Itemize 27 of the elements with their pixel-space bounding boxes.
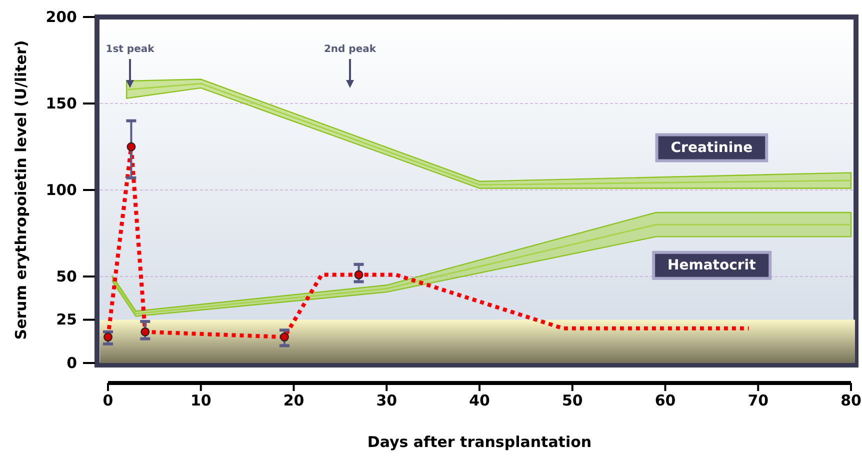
- point: [104, 332, 112, 342]
- x-tick-label: 30: [376, 392, 398, 410]
- point: [126, 142, 136, 152]
- x-tick-label: 60: [654, 392, 676, 410]
- y-tick-label: 100: [46, 180, 77, 199]
- series-name-tag: Creatinine: [655, 133, 768, 162]
- x-tick-label: 0: [102, 392, 114, 410]
- x-tick-label: 70: [748, 392, 769, 410]
- y-tick-label: 200: [46, 8, 77, 26]
- point: [280, 332, 289, 342]
- series-name-tag: Hematocrit: [652, 250, 772, 280]
- point: [354, 270, 364, 280]
- y-tick-label: 150: [46, 94, 77, 112]
- y-tick-label: 25: [56, 310, 77, 329]
- y-tick-label: 0: [66, 354, 77, 372]
- y-tick-label: 50: [56, 267, 77, 286]
- annotation: 1st peak: [106, 44, 155, 55]
- x-axis-title: Days after transplantation: [367, 433, 592, 451]
- x-tick-label: 50: [562, 392, 583, 410]
- x-tick-label: 10: [190, 392, 212, 410]
- series-label: Creatinine: [670, 140, 753, 156]
- annotation: 2nd peak: [324, 44, 376, 55]
- y-axis-title: Serum erythropoietin level (U/liter): [12, 40, 30, 340]
- x-tick-label: 80: [840, 392, 862, 410]
- x-tick-label: 20: [283, 392, 304, 410]
- point: [140, 327, 150, 336]
- x-tick-label: 40: [469, 392, 490, 410]
